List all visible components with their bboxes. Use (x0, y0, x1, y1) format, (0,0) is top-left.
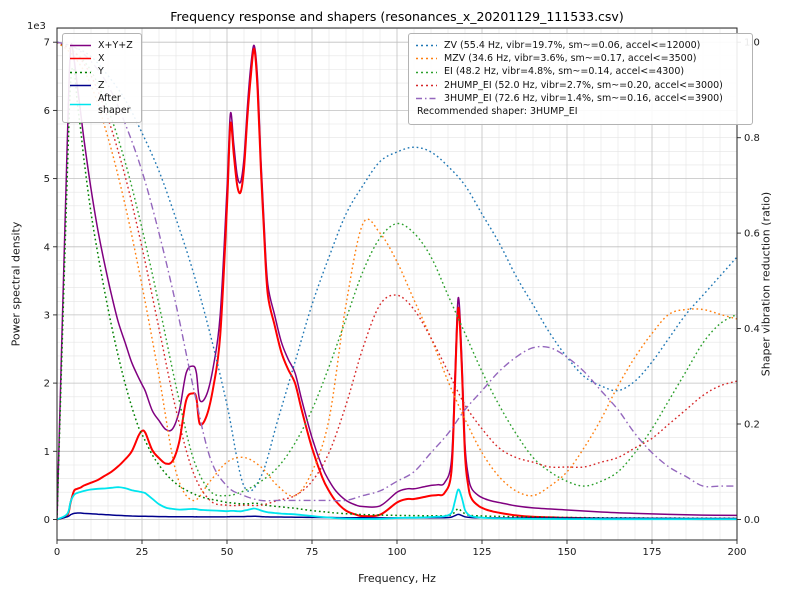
y-axis-offset-text: 1e3 (27, 21, 46, 32)
legend-label: MZV (34.6 Hz, vibr=3.6%, sm~=0.17, accel… (444, 52, 697, 64)
y-right-tick-label: 0.2 (744, 420, 760, 431)
legend-item: MZV (34.6 Hz, vibr=3.6%, sm~=0.17, accel… (415, 53, 744, 65)
y-left-tick-label: 6 (44, 106, 50, 117)
legend-item: 2HUMP_EI (52.0 Hz, vibr=2.7%, sm~=0.20, … (415, 80, 744, 92)
shaper-mzv-line (57, 41, 737, 502)
x-tick-label: 75 (306, 547, 319, 558)
psd-z-line (57, 512, 737, 521)
y-left-tick-label: 1 (44, 447, 50, 458)
x-tick-label: 200 (727, 547, 746, 558)
legend-line-sample (70, 71, 91, 73)
shaper-hump2-line (57, 41, 737, 507)
legend-label: ZV (55.4 Hz, vibr=19.7%, sm~=0.06, accel… (444, 39, 701, 51)
legend-label: X+Y+Z (98, 39, 133, 51)
legend-item: EI (48.2 Hz, vibr=4.8%, sm~=0.14, accel<… (415, 66, 744, 78)
y-left-tick-label: 3 (44, 310, 50, 321)
y-right-tick-label: 0.0 (744, 515, 760, 526)
legend-label: 2HUMP_EI (52.0 Hz, vibr=2.7%, sm~=0.20, … (444, 79, 723, 91)
psd-x-line (57, 47, 737, 521)
legend-item: X (69, 53, 133, 65)
legend-item: X+Y+Z (69, 40, 133, 52)
legend-line-sample (70, 104, 91, 106)
legend-line-sample (416, 44, 437, 47)
x-tick-label: 50 (221, 547, 234, 558)
shaper-hump3-line (57, 41, 737, 502)
shaper-ei-line (57, 41, 737, 497)
x-axis-label: Frequency, Hz (358, 572, 436, 585)
legend-label: 3HUMP_EI (72.6 Hz, vibr=1.4%, sm~=0.16, … (444, 93, 723, 104)
y-left-tick-label: 0 (44, 515, 50, 526)
y-left-tick-label: 7 (44, 38, 50, 49)
legend-label: After shaper (98, 93, 131, 116)
x-tick-label: 150 (557, 547, 576, 558)
x-tick-label: 125 (472, 547, 491, 558)
y-right-tick-label: 0.6 (744, 229, 760, 240)
legend-label: X (98, 52, 105, 64)
legend-line-sample (416, 58, 437, 60)
legend-line-sample (70, 84, 91, 87)
y-left-tick-label: 4 (44, 242, 50, 253)
shaper-zv-line (57, 41, 737, 492)
legend-item: Y (69, 66, 133, 78)
x-tick-label: 100 (387, 547, 406, 558)
legend-item: 3HUMP_EI (72.6 Hz, vibr=1.4%, sm~=0.16, … (415, 93, 744, 105)
chart-title: Frequency response and shapers (resonanc… (170, 9, 624, 24)
x-tick-label: 175 (642, 547, 661, 558)
legend-psd: X+Y+Z X Y Z After shaper (62, 33, 142, 124)
y-right-tick-label: 0.4 (744, 324, 760, 335)
legend-line-sample (416, 98, 437, 100)
legend-line-sample (416, 71, 437, 73)
legend-shapers: ZV (55.4 Hz, vibr=19.7%, sm~=0.06, accel… (408, 33, 753, 125)
legend-line-sample (70, 44, 91, 47)
legend-label: EI (48.2 Hz, vibr=4.8%, sm~=0.14, accel<… (444, 66, 685, 78)
legend-line-sample (416, 84, 437, 87)
y-left-tick-label: 5 (44, 174, 50, 185)
y-left-tick-label: 2 (44, 379, 50, 390)
axis-ticks: 0 25 50 75 100 125 150 175 200 0 1 2 3 4 5 6 7 0.0 0.2 0.4 0… (44, 38, 760, 558)
y-right-tick-label: 0.8 (744, 133, 760, 144)
x-tick-label: 0 (54, 547, 60, 558)
psd-after-line (57, 486, 737, 521)
legend-label: Y (98, 66, 104, 78)
legend-line-sample (70, 58, 91, 60)
legend-label: Z (98, 79, 105, 91)
legend-item: ZV (55.4 Hz, vibr=19.7%, sm~=0.06, accel… (415, 40, 744, 52)
x-tick-label: 25 (136, 547, 149, 558)
series-group (57, 41, 737, 521)
legend-recommendation: Recommended shaper: 3HUMP_EI (417, 106, 744, 118)
legend-item: Z (69, 80, 133, 92)
legend-item: After shaper (69, 93, 133, 117)
legend-label: Recommended shaper: 3HUMP_EI (417, 106, 578, 118)
